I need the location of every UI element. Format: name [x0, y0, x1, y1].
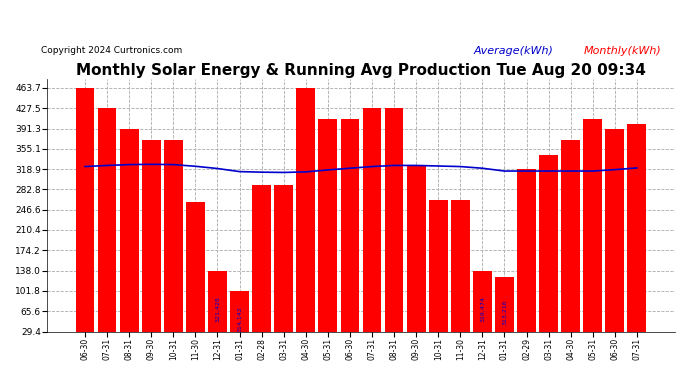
- Text: Average(kWh): Average(kWh): [474, 46, 554, 56]
- Bar: [120, 129, 139, 348]
- Text: Copyright 2024 Curtronics.com: Copyright 2024 Curtronics.com: [41, 46, 182, 55]
- Bar: [583, 118, 602, 348]
- Bar: [275, 185, 293, 348]
- Text: 327,020: 327,020: [127, 225, 132, 251]
- Bar: [495, 277, 514, 348]
- Text: 325,526: 325,526: [391, 215, 397, 241]
- Bar: [363, 108, 382, 348]
- Bar: [76, 88, 95, 348]
- Bar: [428, 200, 448, 348]
- Text: 315,486: 315,486: [524, 246, 529, 272]
- Text: 321,428: 321,428: [215, 296, 220, 322]
- Text: 322,866: 322,866: [369, 215, 375, 241]
- Bar: [230, 291, 249, 348]
- Text: 327,314: 327,314: [193, 262, 198, 288]
- Bar: [385, 108, 404, 348]
- Bar: [186, 202, 205, 348]
- Bar: [208, 271, 227, 348]
- Bar: [142, 141, 161, 348]
- Text: 328,385: 328,385: [149, 231, 154, 257]
- Text: 314,142: 314,142: [237, 307, 242, 332]
- Bar: [164, 141, 183, 348]
- Text: 324,652: 324,652: [105, 215, 110, 241]
- Bar: [451, 201, 470, 348]
- Text: 313,216: 313,216: [502, 300, 507, 325]
- Bar: [319, 118, 337, 348]
- Text: 316,370: 316,370: [612, 225, 618, 251]
- Bar: [539, 154, 558, 348]
- Text: 320,305: 320,305: [634, 223, 640, 249]
- Text: 312,560: 312,560: [282, 254, 286, 279]
- Text: 329,618: 329,618: [171, 231, 176, 257]
- Text: 325,390: 325,390: [413, 243, 419, 269]
- Bar: [473, 271, 492, 348]
- Text: 313,643: 313,643: [304, 205, 308, 231]
- Bar: [605, 129, 624, 348]
- Bar: [627, 124, 647, 348]
- Text: 320,086: 320,086: [348, 220, 353, 246]
- Title: Monthly Solar Energy & Running Avg Production Tue Aug 20 09:34: Monthly Solar Energy & Running Avg Produ…: [76, 63, 646, 78]
- Bar: [253, 185, 271, 348]
- Text: 318,637: 318,637: [590, 220, 595, 246]
- Text: 323,950: 323,950: [435, 261, 441, 287]
- Bar: [517, 169, 536, 348]
- Text: Monthly(kWh): Monthly(kWh): [584, 46, 662, 56]
- Text: 320,634: 320,634: [83, 205, 88, 231]
- Text: 317,699: 317,699: [326, 220, 331, 246]
- Bar: [341, 118, 359, 348]
- Text: 314,180: 314,180: [546, 238, 551, 264]
- Bar: [98, 108, 117, 348]
- Text: 315,197: 315,197: [568, 231, 573, 257]
- Text: 319,474: 319,474: [480, 296, 485, 322]
- Text: 323,635: 323,635: [457, 261, 463, 287]
- Bar: [407, 165, 426, 348]
- Bar: [561, 141, 580, 348]
- Text: 313,331: 313,331: [259, 254, 264, 279]
- Bar: [297, 88, 315, 348]
